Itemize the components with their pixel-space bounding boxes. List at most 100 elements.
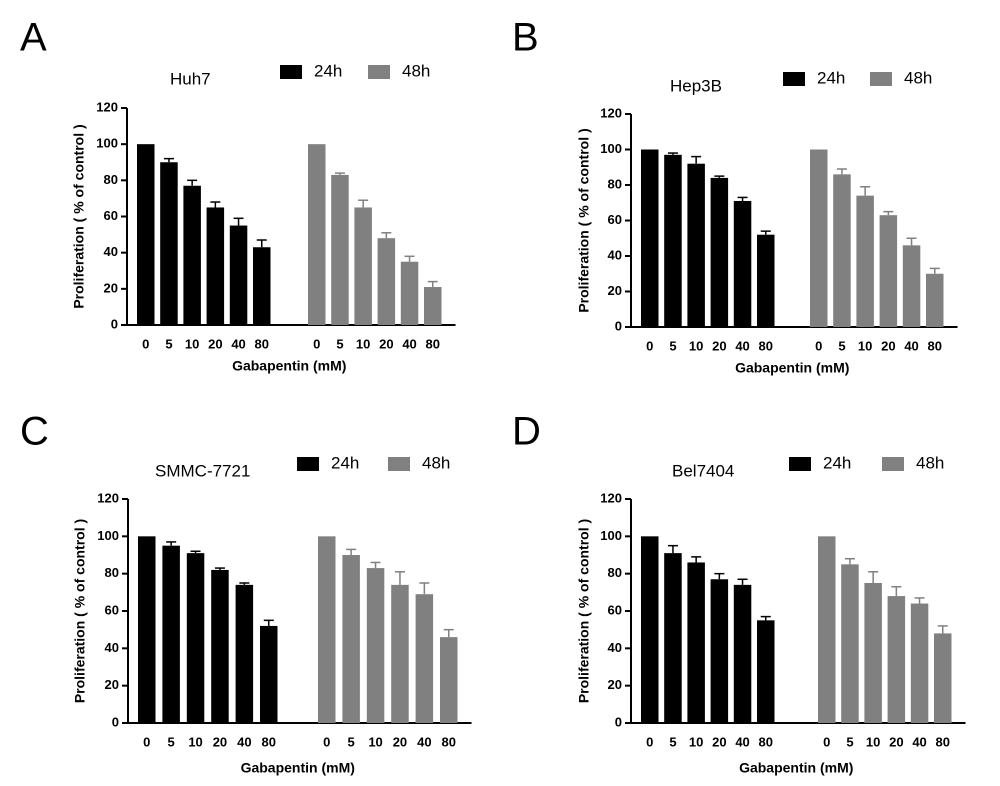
- bar-48h-0: [810, 149, 828, 327]
- bar-48h-10: [366, 568, 385, 723]
- bar-48h-5: [331, 174, 349, 325]
- bar-48h-20: [887, 596, 906, 723]
- bar-48h-20: [377, 238, 396, 325]
- legend-label-24h: 24h: [314, 61, 342, 80]
- bar-24h-5: [664, 154, 682, 327]
- x-tick-label: 80: [759, 734, 773, 749]
- bar-48h-40: [415, 594, 434, 723]
- x-tick-label: 20: [881, 338, 895, 353]
- x-tick-label: 5: [336, 336, 343, 351]
- bar-48h-20: [879, 215, 898, 327]
- y-tick-label: 40: [608, 247, 622, 262]
- x-tick-label: 20: [712, 338, 726, 353]
- y-axis-label: Proliferation ( % of control ): [72, 519, 88, 703]
- y-axis-label: Proliferation ( % of control ): [576, 519, 592, 703]
- x-tick-label: 0: [313, 336, 320, 351]
- bar-48h-0: [318, 536, 336, 723]
- legend-swatch-48h: [882, 457, 904, 471]
- x-tick-label: 40: [417, 734, 431, 749]
- y-tick-label: 0: [112, 714, 119, 729]
- bar-48h-20: [391, 584, 409, 723]
- x-tick-label: 5: [669, 734, 676, 749]
- y-axis-label: Proliferation ( % of control ): [576, 128, 592, 312]
- x-axis-label: Gabapentin (mM): [232, 358, 346, 374]
- bar-24h-10: [183, 185, 201, 325]
- bar-24h-0: [138, 536, 156, 723]
- x-tick-label: 40: [912, 734, 926, 749]
- y-tick-label: 60: [608, 602, 622, 617]
- bar-24h-10: [687, 562, 705, 723]
- bar-48h-10: [864, 583, 882, 723]
- x-axis-label: Gabapentin (mM): [739, 760, 853, 776]
- y-tick-label: 0: [615, 714, 622, 729]
- x-tick-label: 40: [735, 734, 749, 749]
- x-tick-label: 40: [904, 338, 918, 353]
- x-tick-label: 10: [689, 338, 703, 353]
- bar-48h-80: [440, 637, 458, 723]
- y-tick-label: 80: [104, 172, 118, 187]
- y-tick-label: 120: [97, 490, 119, 505]
- panel-letter: A: [20, 16, 47, 60]
- bar-24h-10: [186, 553, 205, 723]
- y-tick-label: 100: [600, 528, 622, 543]
- bar-24h-80: [260, 625, 278, 723]
- legend-label-48h: 48h: [916, 453, 944, 472]
- legend-label-48h: 48h: [904, 68, 932, 87]
- x-tick-label: 80: [426, 336, 440, 351]
- x-tick-label: 80: [255, 336, 269, 351]
- chart-title: Bel7404: [672, 461, 734, 480]
- x-tick-label: 20: [393, 734, 407, 749]
- bar-48h-5: [833, 174, 851, 327]
- y-tick-label: 40: [608, 640, 622, 655]
- bar-24h-80: [253, 247, 271, 325]
- bar-48h-10: [354, 207, 372, 325]
- bar-24h-5: [664, 553, 682, 723]
- y-tick-label: 60: [104, 208, 118, 223]
- bar-24h-0: [641, 149, 659, 327]
- x-tick-label: 5: [669, 338, 676, 353]
- bar-24h-5: [162, 545, 180, 723]
- x-tick-label: 10: [356, 336, 370, 351]
- bar-48h-80: [934, 633, 952, 723]
- x-tick-label: 5: [348, 734, 355, 749]
- bar-24h-40: [229, 225, 248, 325]
- y-tick-label: 40: [105, 640, 119, 655]
- bar-48h-0: [818, 536, 836, 723]
- chart-title: SMMC-7721: [155, 461, 250, 480]
- y-tick-label: 80: [105, 565, 119, 580]
- x-tick-label: 40: [735, 338, 749, 353]
- bar-48h-10: [856, 195, 874, 327]
- legend-swatch-24h: [280, 65, 302, 79]
- legend-label-24h: 24h: [823, 453, 851, 472]
- y-tick-label: 20: [104, 280, 118, 295]
- bar-48h-40: [400, 261, 419, 325]
- bar-48h-80: [926, 273, 944, 327]
- chart-title: Hep3B: [670, 76, 722, 95]
- legend-label-24h: 24h: [331, 453, 359, 472]
- x-tick-label: 0: [143, 734, 150, 749]
- bar-24h-20: [211, 569, 229, 723]
- x-tick-label: 0: [646, 338, 653, 353]
- legend-label-48h: 48h: [402, 61, 430, 80]
- bar-24h-5: [160, 162, 178, 325]
- bar-24h-40: [733, 200, 752, 327]
- bar-48h-5: [841, 564, 859, 723]
- x-tick-label: 5: [168, 734, 175, 749]
- x-tick-label: 10: [185, 336, 199, 351]
- y-tick-label: 0: [111, 316, 118, 331]
- x-tick-label: 20: [712, 734, 726, 749]
- x-tick-label: 80: [928, 338, 942, 353]
- bar-48h-80: [424, 287, 442, 325]
- x-tick-label: 0: [823, 734, 830, 749]
- chart-title: Huh7: [170, 69, 211, 88]
- bar-24h-20: [710, 177, 729, 327]
- x-tick-label: 20: [889, 734, 903, 749]
- bar-24h-40: [733, 584, 752, 723]
- x-tick-label: 20: [213, 734, 227, 749]
- y-tick-label: 20: [105, 677, 119, 692]
- bar-24h-40: [235, 584, 254, 723]
- legend-label-24h: 24h: [817, 68, 845, 87]
